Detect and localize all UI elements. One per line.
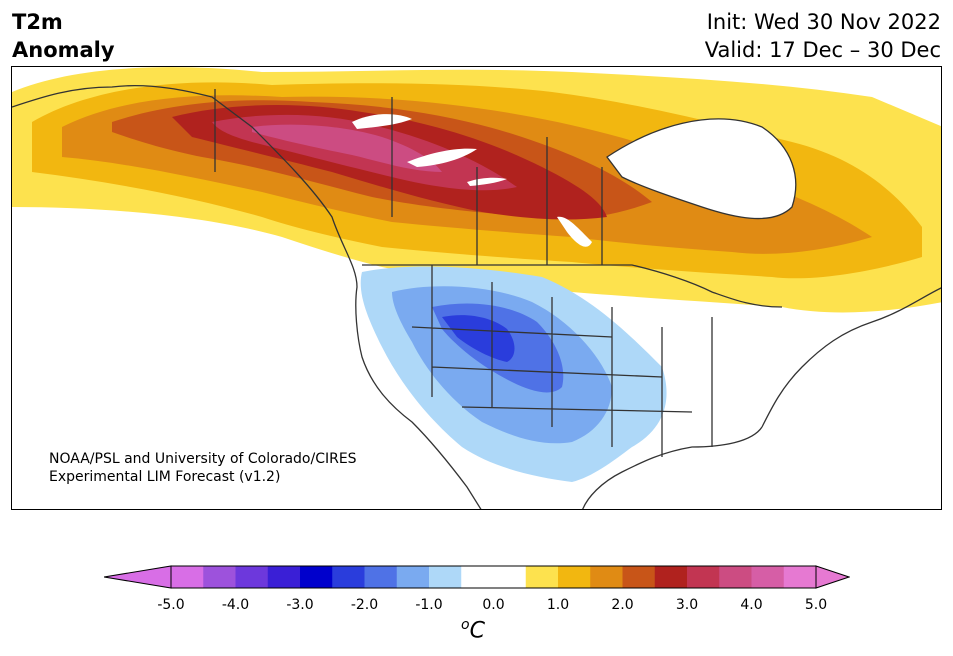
unit-label: oC [461,617,485,643]
colorbar-tick-label: -4.0 [221,597,250,613]
colorbar-extend-low [104,565,172,589]
colorbar-segment [590,566,623,588]
colorbar-segment [364,566,398,588]
unit-letter: C [469,618,485,644]
colorbar-segment [429,566,462,588]
colorbar-border [170,565,817,589]
colorbar-tick-label: -2.0 [350,597,379,613]
colorbar-segment [461,566,494,588]
colorbar-tick-label: 2.0 [611,597,634,613]
title-block: T2m Anomaly [12,8,115,64]
coastlines-borders [12,84,941,509]
colorbar-extend-high [815,565,850,589]
valid-range: Valid: 17 Dec – 30 Dec [704,38,941,62]
colorbar-segment [203,566,236,588]
colorbar-segment [751,566,785,588]
anomaly-map [11,66,942,510]
colorbar-segment [783,566,817,588]
colorbar-segment [558,566,591,588]
colorbar-segment [300,566,333,588]
province-lines [391,97,603,265]
east-coast [761,287,941,428]
colorbar-segment [719,566,752,588]
lakes [352,114,796,247]
credit-line-2: Experimental LIM Forecast (v1.2) [49,469,281,485]
variable-title: T2m [12,10,63,34]
init-date: Init: Wed 30 Nov 2022 [706,10,941,34]
us-canada-border [362,264,783,308]
colorbar-segment [493,566,527,588]
colorbar-segment [687,566,720,588]
colorbar-segment [332,566,365,588]
map-canvas [12,67,941,509]
credit-text: NOAA/PSL and University of Colorado/CIRE… [49,450,357,486]
great-bear-lake [352,114,412,129]
colorbar-segment [525,566,559,588]
colorbar-tick-label: 5.0 [804,597,828,613]
colorbar-segment [622,566,656,588]
colorbar-segment [171,566,204,588]
colorbar-tick-label: -5.0 [157,597,185,613]
colorbar-segment [396,566,430,588]
degree-symbol: o [461,617,470,633]
anomaly-4-4.5 [252,124,442,172]
colorbar-segment [235,566,269,588]
colorbar-tick-label: -1.0 [415,597,443,613]
colorbar-segment [267,566,301,588]
colorbar-tick-label: 3.0 [675,597,699,613]
colorbar [104,565,850,589]
colorbar-tick-label: -3.0 [286,597,314,613]
colorbar-segment [654,566,688,588]
state-lines [411,265,713,457]
lake-winnipeg [557,216,592,247]
cold-anomaly-fill [360,266,667,482]
colorbar-tick-label: 4.0 [740,597,763,613]
date-block: Init: Wed 30 Nov 2022 Valid: 17 Dec – 30… [705,8,941,64]
hudson-bay [607,118,796,219]
west-coast [12,84,482,509]
gulf-coast [582,426,763,509]
colorbar-tick-label: 1.0 [546,597,570,613]
hudson-bay-shore [606,118,797,220]
credit-line-1: NOAA/PSL and University of Colorado/CIRE… [49,451,357,467]
anomaly-neg-2.5-3 [442,315,515,362]
great-slave-lake [407,148,477,167]
field-title: Anomaly [12,38,115,62]
colorbar-tick-label: 0.0 [482,597,505,613]
